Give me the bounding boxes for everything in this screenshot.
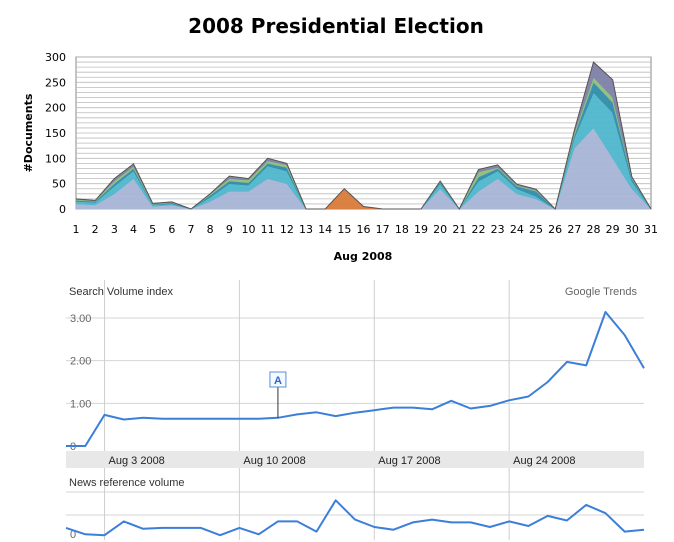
news-volume-y-tick-0: 0 [70,529,76,541]
google-trends-label: Google Trends [565,286,638,298]
top-y-tick-label: 250 [45,76,66,89]
annotation-marker[interactable]: A [269,371,287,418]
top-x-tick-label: 28 [587,223,601,236]
top-x-tick-label: 11 [261,223,275,236]
date-axis-labels: Aug 3 2008 Aug 10 2008 Aug 17 2008 Aug 24 2… [109,455,576,467]
date-axis-label: Aug 17 2008 [378,455,440,467]
top-x-tick-label: 13 [299,223,313,236]
top-x-tick-label: 24 [510,223,524,236]
top-x-tick-label: 10 [242,223,256,236]
search-volume-polyline [66,311,645,447]
top-area-series [75,61,652,210]
top-x-tick-label: 30 [625,223,639,236]
top-x-tick-label: 12 [280,223,294,236]
top-gridlines [75,56,652,210]
top-x-tick-label: 17 [376,223,390,236]
top-x-tick-label: 26 [548,223,562,236]
top-x-tick-label: 1 [73,223,80,236]
top-y-tick-labels: 0 50 100 150 200 250 300 [45,51,66,216]
top-y-tick-label: 300 [45,51,66,64]
top-x-tick-label: 14 [318,223,332,236]
news-volume-polyline [65,499,645,537]
search-volume-gridlines [66,280,644,468]
search-volume-y-tick-label: 2.00 [70,356,91,368]
search-volume-y-tick-label: 1.00 [70,398,91,410]
news-volume-line [65,499,645,537]
top-x-tick-labels: 1 2 3 4 5 6 7 8 9 10 11 12 13 14 15 16 17 18 19 20 21 22 23 24 2… [73,223,659,236]
top-y-tick-label: 50 [52,178,66,191]
news-volume-label: News reference volume [69,477,185,489]
date-axis-bar [66,451,644,468]
annotation-box[interactable] [269,371,287,388]
date-axis-label: Aug 24 2008 [513,455,575,467]
top-x-tick-label: 7 [188,223,195,236]
top-x-tick-label: 25 [529,223,543,236]
top-y-tick-label: 100 [45,152,66,165]
top-x-tick-label: 31 [644,223,658,236]
top-x-tick-label: 20 [433,223,447,236]
top-x-axis-label: Aug 2008 [334,250,393,263]
search-volume-y-tick-labels: 01.002.003.00 [70,313,91,453]
chart-title: 2008 Presidential Election [188,14,484,38]
top-x-tick-label: 3 [111,223,118,236]
top-x-tick-label: 9 [226,223,233,236]
date-axis-label: Aug 3 2008 [109,455,165,467]
top-y-tick-label: 0 [59,203,66,216]
top-x-tick-label: 15 [337,223,351,236]
top-x-tick-label: 5 [149,223,156,236]
top-x-tick-label: 16 [357,223,371,236]
top-y-tick-label: 200 [45,102,66,115]
top-y-tick-label: 150 [45,127,66,140]
top-area-outline [75,61,652,210]
top-x-tick-label: 29 [606,223,620,236]
date-axis-label: Aug 10 2008 [243,455,305,467]
search-volume-label: Search Volume index [69,286,173,298]
top-x-tick-label: 8 [207,223,214,236]
top-y-axis-label: #Documents [22,93,35,172]
top-x-tick-label: 18 [395,223,409,236]
top-x-tick-label: 19 [414,223,428,236]
top-x-tick-label: 22 [472,223,486,236]
top-x-tick-label: 6 [168,223,175,236]
search-volume-y-tick-label: 3.00 [70,313,91,325]
search-volume-line [66,311,645,447]
annotation-label: A [274,375,282,387]
top-x-tick-label: 23 [491,223,505,236]
top-x-tick-label: 21 [452,223,466,236]
top-x-tick-label: 27 [567,223,581,236]
top-x-tick-label: 2 [92,223,99,236]
top-x-tick-label: 4 [130,223,137,236]
